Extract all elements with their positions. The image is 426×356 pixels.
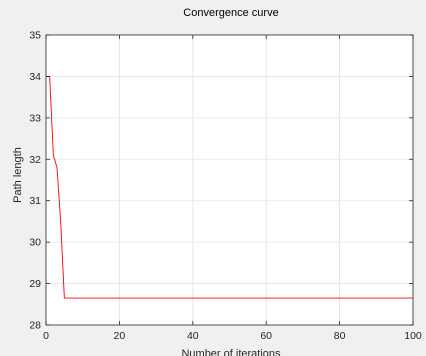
chart-title: Convergence curve: [183, 7, 278, 19]
x-tick-label: 60: [260, 330, 272, 342]
y-tick-label: 32: [29, 154, 41, 166]
x-tick-label: 40: [187, 330, 199, 342]
x-tick-label: 0: [43, 330, 49, 342]
plot-area: [46, 35, 413, 325]
x-tick-label: 20: [114, 330, 126, 342]
y-tick-label: 31: [29, 195, 41, 207]
y-tick-label: 28: [29, 320, 41, 332]
grid-lines: [46, 35, 413, 325]
y-axis-label: Path length: [12, 147, 24, 203]
x-tick-label: 80: [334, 330, 346, 342]
y-tick-label: 35: [29, 30, 41, 42]
y-tick-label: 33: [29, 112, 41, 124]
y-tick-label: 34: [29, 71, 41, 83]
x-axis-label: Number of iterations: [181, 348, 281, 356]
y-tick-label: 30: [29, 237, 41, 249]
y-tick-label: 29: [29, 278, 41, 290]
ticks: 0 20 40 60 80 100 28 29 30 31 32 33 34 35: [29, 30, 422, 343]
x-tick-label: 100: [404, 330, 422, 342]
axes-box: [45, 34, 414, 326]
